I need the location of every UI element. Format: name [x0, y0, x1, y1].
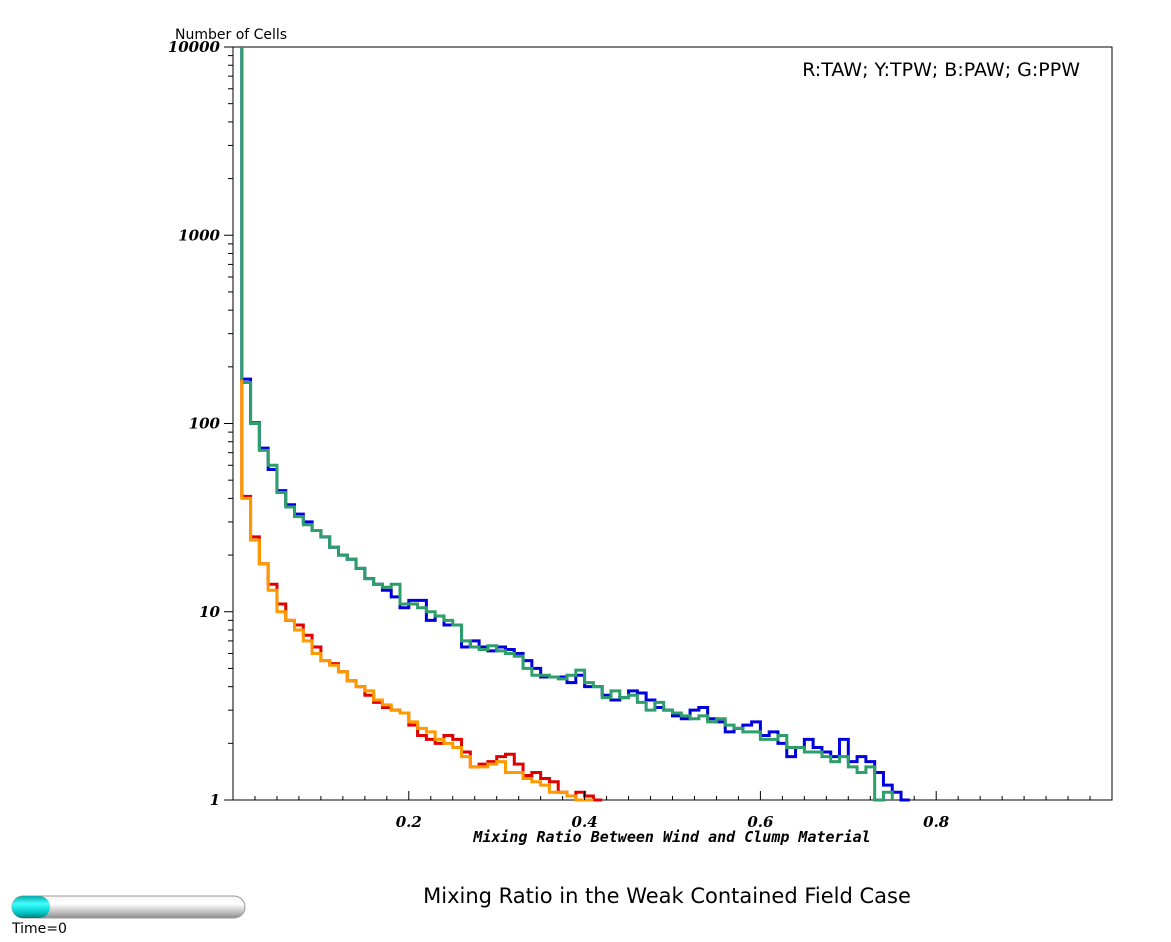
x-tick-label: 0.4: [572, 813, 598, 831]
chart-title: Mixing Ratio in the Weak Contained Field…: [423, 884, 911, 908]
x-axis-label: Mixing Ratio Between Wind and Clump Mate…: [472, 828, 870, 846]
plot-area: [232, 46, 1113, 802]
x-tick-label: 0.6: [747, 813, 774, 831]
series-line-y-tpw: [240, 380, 594, 802]
x-tick-label: 0.8: [923, 813, 950, 831]
time-label: Time=0: [11, 921, 67, 937]
x-axis: 0.2 0.4 0.6 0.8: [396, 791, 950, 831]
minor-ticks: [254, 796, 1091, 800]
y-tick-label: 1: [210, 791, 220, 809]
time-slider-handle[interactable]: [12, 896, 50, 918]
y-tick-label: 100: [189, 415, 221, 433]
y-tick-label: 1000: [178, 226, 220, 244]
series-layer: [240, 47, 910, 802]
y-tick-label: 10: [199, 603, 220, 621]
legend: R:TAW; Y:TPW; B:PAW; G:PPW: [802, 59, 1080, 81]
series-line-r-taw: [240, 380, 603, 802]
y-tick-label: 10000: [168, 38, 221, 56]
y-axis: 1 10 100 1000 10000: [168, 38, 233, 809]
series-line-g-ppw: [240, 47, 894, 802]
series-line-b-paw: [240, 47, 910, 802]
x-tick-label: 0.2: [396, 813, 422, 831]
y-axis-label: Number of Cells: [175, 27, 287, 43]
time-slider[interactable]: [11, 895, 246, 919]
